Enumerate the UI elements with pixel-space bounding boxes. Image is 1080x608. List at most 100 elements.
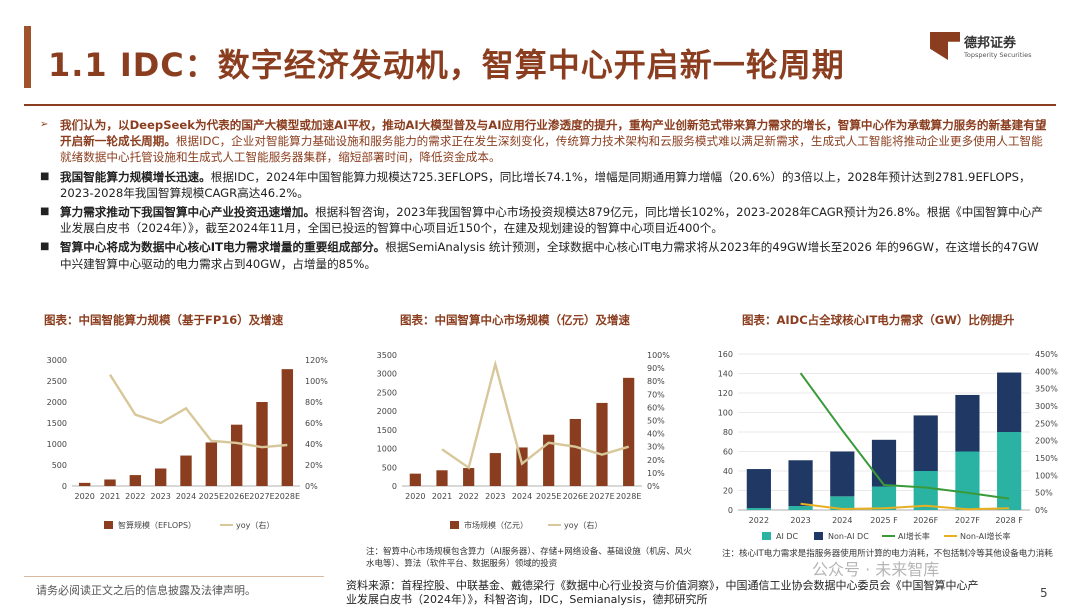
right-tick-label: 0% <box>647 482 660 491</box>
footer-rule <box>24 576 324 577</box>
right-tick-label: 80% <box>305 398 323 407</box>
right-tick-label: 40% <box>305 440 323 449</box>
company-logo: 德邦证券 Topsperity Securities <box>930 30 1050 70</box>
left-tick-label: 1500 <box>377 426 397 435</box>
legend-label: 市场规模（亿元） <box>464 520 528 530</box>
x-tick-label: 2028 F <box>995 516 1023 525</box>
bar <box>409 473 421 486</box>
bullet-text: 根据IDC，企业对智能算力基础设施和服务能力的需求正在发生深刻变化，传统算力技术… <box>60 134 1043 165</box>
right-tick-label: 0% <box>1035 506 1048 515</box>
watermark: 公众号 · 未来智库 <box>812 560 940 579</box>
series-line <box>441 359 630 470</box>
x-tick-label: 2021 <box>432 492 452 501</box>
bar <box>788 506 813 510</box>
legend-label: AI增长率 <box>898 531 930 541</box>
x-tick-label: 2024 <box>176 492 196 501</box>
square-bullet-icon: ■ <box>40 170 50 182</box>
x-tick-label: 2026F <box>913 516 938 525</box>
bar <box>955 394 980 452</box>
bar <box>489 453 501 486</box>
left-tick-label: 0 <box>62 482 67 491</box>
bar <box>516 447 528 486</box>
x-tick-label: 2023 <box>790 516 810 525</box>
x-tick-label: 2020 <box>74 492 94 501</box>
right-tick-label: 70% <box>647 390 665 399</box>
legend-label: Non-AI DC <box>828 532 869 541</box>
bar <box>543 434 555 486</box>
bar <box>955 451 980 510</box>
right-tick-label: 40% <box>647 430 665 439</box>
bar <box>104 479 116 486</box>
right-tick-label: 60% <box>647 403 665 412</box>
page-number: 5 <box>1040 586 1048 600</box>
series-line <box>800 502 1010 511</box>
right-tick-label: 100% <box>305 377 328 386</box>
legend-label: yoy（右） <box>564 520 602 530</box>
right-tick-label: 60% <box>305 419 323 428</box>
x-tick-label: 2024 <box>832 516 852 525</box>
bar <box>746 469 771 509</box>
bar <box>78 482 91 486</box>
legend-swatch <box>104 521 113 529</box>
bar <box>436 470 448 486</box>
left-tick-label: 120 <box>718 389 733 398</box>
top-strip <box>0 0 1080 14</box>
bar <box>256 402 268 486</box>
bullet-lead: 我国智能算力规模增长迅速。 <box>60 169 211 184</box>
chart2-title: 图表：中国智算中心市场规模（亿元）及增速 <box>400 313 630 327</box>
chart3-power-demand: 0 20 40 60 80 100 120 140 160 0% 50% 100% 150% 200% 25… <box>718 350 1059 541</box>
bullet-text: 根据IDC，2024年中国智能算力规模达725.3EFLOPS，同比增长74.1… <box>60 169 1031 200</box>
x-tick-label: 2021 <box>100 492 120 501</box>
bar <box>913 415 938 471</box>
x-tick-label: 2027E <box>589 492 614 501</box>
left-tick-label: 3000 <box>377 370 397 379</box>
bar <box>129 475 142 486</box>
right-tick-label: 250% <box>1035 419 1058 428</box>
x-tick-label: 2025E <box>536 492 561 501</box>
right-tick-label: 0% <box>305 482 318 491</box>
right-tick-label: 350% <box>1035 385 1058 394</box>
chart2-note: 注：智算中心市场规模包含算力（AI服务器）、存储+网络设备、基础设施（机房、风火… <box>366 547 692 569</box>
x-tick-label: 2023 <box>485 492 505 501</box>
legend-swatch <box>450 521 459 529</box>
left-tick-label: 500 <box>52 461 67 470</box>
square-bullet-icon: ■ <box>40 206 50 218</box>
page-title: 1.1 IDC：数字经济发动机，智算中心开启新一轮周期 <box>48 46 845 84</box>
logo-mark-icon <box>930 32 960 60</box>
logo-name-cn: 德邦证券 <box>964 36 1017 51</box>
left-tick-label: 1500 <box>47 419 67 428</box>
x-tick-label: 2027F <box>955 516 980 525</box>
chart3-note: 注：核心IT电力需求是指服务器使用所计算的电力消耗，不包括制冷等其他设备电力消耗 <box>722 549 1053 559</box>
x-tick-label: 2023 <box>150 492 170 501</box>
legend-swatch <box>762 532 771 540</box>
bar <box>569 419 581 486</box>
left-tick-label: 3500 <box>377 351 397 360</box>
left-tick-label: 500 <box>382 463 397 472</box>
legend-label: yoy（右） <box>236 520 274 530</box>
bar <box>463 468 475 486</box>
left-tick-label: 20 <box>723 487 733 496</box>
legend-swatch <box>814 532 823 540</box>
chart1-compute-scale: 0 500 1000 1500 2000 2500 3000 0% 20% 40% 60% 80% 10… <box>47 356 329 530</box>
bullet-item: ■ 算力需求推动下我国智算中心产业投资迅速增加。根据科智咨询，2023年我国智算… <box>38 204 1048 236</box>
x-tick-label: 2022 <box>125 492 145 501</box>
disclaimer: 请务必阅读正文之后的信息披露及法律声明。 <box>36 584 256 597</box>
left-tick-label: 3000 <box>47 356 67 365</box>
left-tick-label: 2000 <box>377 407 397 416</box>
chart2-market-scale: 0 500 1000 1500 2000 2500 3000 3500 0% 10% 20% 30% 4… <box>377 351 671 530</box>
right-tick-label: 450% <box>1035 350 1058 359</box>
x-tick-label: 2022 <box>458 492 478 501</box>
bar <box>830 451 855 497</box>
left-tick-label: 2500 <box>47 377 67 386</box>
series-line <box>108 374 288 449</box>
legend-label: 智算规模（EFLOPS） <box>118 520 196 530</box>
right-tick-label: 80% <box>647 377 665 386</box>
x-tick-label: 2025 F <box>870 516 898 525</box>
left-tick-label: 1000 <box>377 445 397 454</box>
x-tick-label: 2025E <box>199 492 224 501</box>
left-tick-label: 140 <box>718 370 733 379</box>
left-tick-label: 0 <box>728 506 733 515</box>
title-divider <box>24 104 1056 106</box>
x-tick-label: 2027E <box>249 492 274 501</box>
bar <box>205 442 218 486</box>
